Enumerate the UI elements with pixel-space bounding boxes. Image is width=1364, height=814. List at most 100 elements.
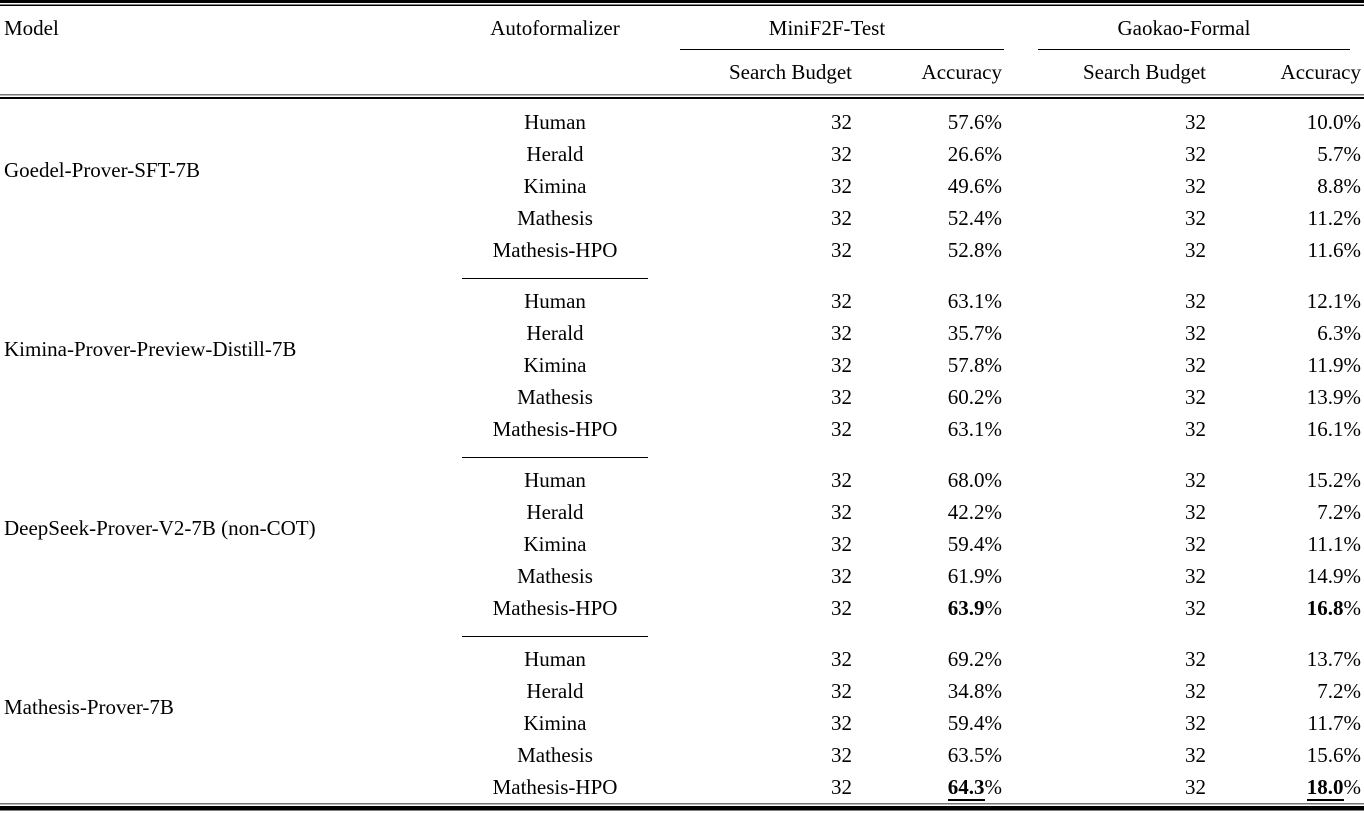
data-row: Kimina 32 49.6% 32 8.8% [0, 170, 1364, 202]
minif2f-accuracy-value-value: 35.7 [947, 320, 985, 345]
data-row: Mathesis-HPO 32 64.3% 32 18.0% [0, 771, 1364, 803]
autoformalizer-name: Human [524, 288, 586, 313]
gaokao-accuracy-value: 13.9% [1210, 381, 1364, 413]
minif2f-search-budget-value: 32 [831, 109, 852, 134]
minif2f-search-budget-value: 32 [831, 416, 852, 441]
autoformalizer-name: Herald [526, 320, 584, 345]
data-row: Herald 32 42.2% 32 7.2% [0, 496, 1364, 528]
minif2f-accuracy-value: 59.4% [854, 528, 1004, 560]
autoformalizer-name: Kimina [523, 173, 587, 198]
data-row: Kimina 32 59.4% 32 11.7% [0, 707, 1364, 739]
gaokao-search-budget-value: 32 [1185, 384, 1206, 409]
minif2f-search-budget-value: 32 [831, 774, 852, 799]
gaokao-accuracy-value-value: 15.2 [1306, 467, 1344, 492]
gaokao-accuracy-value: 11.9% [1210, 349, 1364, 381]
percent-sign: % [1343, 742, 1362, 767]
autoformalizer-name: Herald [526, 678, 584, 703]
minif2f-search-budget-value: 32 [831, 742, 852, 767]
minif2f-accuracy-value: 57.6% [854, 106, 1004, 138]
gaokao-search-budget-value: 32 [1185, 352, 1206, 377]
minif2f-accuracy-value-value: 63.9 [947, 595, 985, 620]
model-name: Mathesis-Prover-7B [0, 643, 460, 803]
gaokao-accuracy-value-value: 10.0 [1306, 109, 1344, 134]
minif2f-accuracy-value: 26.6% [854, 138, 1004, 170]
gaokao-accuracy-value: 8.8% [1210, 170, 1364, 202]
percent-sign: % [1343, 288, 1362, 313]
gaokao-accuracy-value: 13.7% [1210, 643, 1364, 675]
percent-sign: % [984, 499, 1003, 524]
gaokao-search-budget-value: 32 [1185, 531, 1206, 556]
minif2f-accuracy-value: 63.1% [854, 285, 1004, 317]
gaokao-accuracy-value-value: 12.1 [1306, 288, 1344, 313]
percent-sign: % [984, 141, 1003, 166]
percent-sign: % [984, 173, 1003, 198]
data-row: Mathesis-Prover-7B Human 32 69.2% 32 13.7% [0, 643, 1364, 719]
data-row: DeepSeek-Prover-V2-7B (non-COT) Human 32 68… [0, 464, 1364, 540]
gaokao-search-budget-value: 32 [1185, 109, 1206, 134]
minif2f-accuracy-value: 61.9% [854, 560, 1004, 592]
minif2f-accuracy-value: 64.3% [854, 771, 1004, 803]
percent-sign: % [984, 742, 1003, 767]
gaokao-accuracy-value: 15.2% [1210, 464, 1364, 496]
minif2f-accuracy-value: 69.2% [854, 643, 1004, 675]
percent-sign: % [984, 710, 1003, 735]
separator-autoformalizer-cell [460, 445, 650, 464]
data-row: Kimina 32 59.4% 32 11.1% [0, 528, 1364, 560]
model-name-text: DeepSeek-Prover-V2-7B (non-COT) [4, 515, 316, 540]
autoformalizer-name: Mathesis-HPO [492, 237, 618, 262]
percent-sign: % [1343, 173, 1362, 198]
minif2f-search-budget-value: 32 [831, 499, 852, 524]
gaokao-accuracy-value: 7.2% [1210, 496, 1364, 528]
gaokao-accuracy-value: 7.2% [1210, 675, 1364, 707]
gaokao-accuracy-value-value: 6.3 [1317, 320, 1344, 345]
minif2f-accuracy-value-value: 64.3 [947, 774, 985, 801]
minif2f-accuracy-value-value: 68.0 [947, 467, 985, 492]
minif2f-accuracy-value: 68.0% [854, 464, 1004, 496]
percent-sign: % [984, 531, 1003, 556]
group-separator [0, 624, 1364, 643]
percent-sign: % [984, 109, 1003, 134]
minif2f-accuracy-value: 63.9% [854, 592, 1004, 624]
autoformalizer-name: Mathesis [517, 742, 593, 767]
gaokao-accuracy-value: 11.7% [1210, 707, 1364, 739]
model-group: DeepSeek-Prover-V2-7B (non-COT) Human 32 68… [0, 464, 1364, 643]
model-name-text: Goedel-Prover-SFT-7B [4, 157, 200, 182]
percent-sign: % [984, 384, 1003, 409]
gaokao-accuracy-value-value: 8.8 [1317, 173, 1344, 198]
subheader-minif2f-accuracy: Accuracy [921, 59, 1002, 84]
minif2f-accuracy-value-value: 26.6 [947, 141, 985, 166]
minif2f-search-budget-value: 32 [831, 237, 852, 262]
percent-sign: % [1343, 678, 1362, 703]
percent-sign: % [984, 678, 1003, 703]
minif2f-search-budget-value: 32 [831, 710, 852, 735]
data-row: Kimina-Prover-Preview-Distill-7B Human 32 6… [0, 285, 1364, 361]
percent-sign: % [1343, 141, 1362, 166]
percent-sign: % [1343, 384, 1362, 409]
separator-model-cell [0, 624, 460, 643]
gaokao-search-budget-value: 32 [1185, 237, 1206, 262]
autoformalizer-name: Mathesis [517, 384, 593, 409]
gaokao-accuracy-value: 11.2% [1210, 202, 1364, 234]
minif2f-accuracy-value-value: 57.6 [947, 109, 985, 134]
data-row: Mathesis-HPO 32 63.1% 32 16.1% [0, 413, 1364, 445]
minif2f-search-budget-value: 32 [831, 173, 852, 198]
gaokao-search-budget-value: 32 [1185, 646, 1206, 671]
percent-sign: % [1343, 563, 1362, 588]
minif2f-accuracy-value: 63.1% [854, 413, 1004, 445]
gaokao-accuracy-value-value: 14.9 [1306, 563, 1344, 588]
autoformalizer-name: Herald [526, 499, 584, 524]
model-name-text: Kimina-Prover-Preview-Distill-7B [4, 336, 297, 361]
data-row: Goedel-Prover-SFT-7B Human 32 57.6% 32 10.0% [0, 106, 1364, 182]
percent-sign: % [1343, 710, 1362, 735]
separator-autoformalizer-cell [460, 624, 650, 643]
table-footer [0, 803, 1364, 811]
gaokao-accuracy-value-value: 18.0 [1306, 774, 1344, 801]
minif2f-accuracy-value: 49.6% [854, 170, 1004, 202]
gaokao-accuracy-value: 18.0% [1210, 771, 1364, 803]
separator-model-cell [0, 445, 460, 464]
minif2f-accuracy-value: 34.8% [854, 675, 1004, 707]
data-row: Herald 32 34.8% 32 7.2% [0, 675, 1364, 707]
header-row-subcolumns: Search Budget Accuracy Search Budget Acc… [0, 50, 1364, 94]
gaokao-accuracy-value-value: 7.2 [1317, 499, 1344, 524]
autoformalizer-name: Kimina [523, 531, 587, 556]
